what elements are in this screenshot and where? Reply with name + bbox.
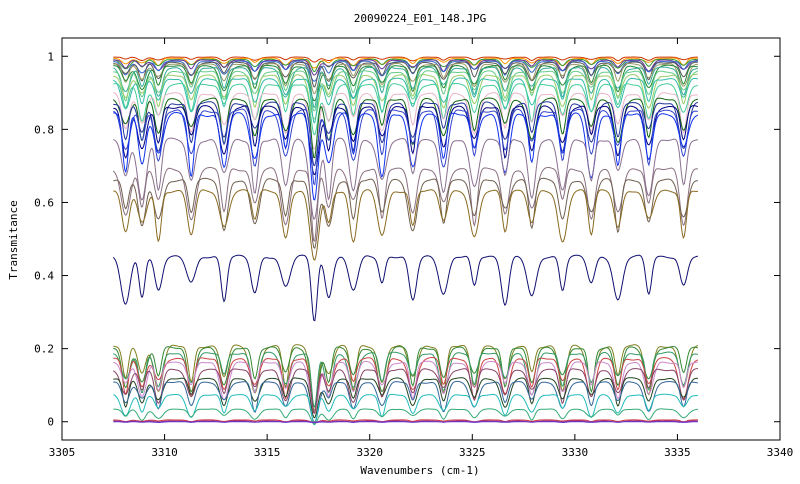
x-axis-ticks: 3305 3310 3315 3320 3325 3330 3335 3340 (49, 38, 794, 459)
spectrum-series-line (113, 137, 698, 220)
spectrum-series-line (113, 177, 698, 249)
y-tick-label: 0 (47, 416, 54, 429)
x-tick-label: 3335 (664, 446, 691, 459)
spectrum-series-line (113, 360, 698, 412)
spectrum-series-line (113, 58, 698, 73)
y-tick-label: 1 (47, 50, 54, 63)
y-tick-label: 0.6 (34, 196, 54, 209)
spectrum-series-line (113, 57, 698, 69)
spectrum-series-line (113, 92, 698, 150)
spectrum-series-line (113, 56, 698, 63)
spectrum-series-line (113, 108, 698, 186)
x-tick-label: 3315 (254, 446, 281, 459)
x-tick-label: 3340 (767, 446, 794, 459)
spectrum-series-line (113, 408, 698, 425)
x-tick-label: 3320 (356, 446, 383, 459)
y-tick-label: 0.8 (34, 123, 54, 136)
spectrum-series-line (113, 351, 698, 408)
spectrum-series-line (113, 393, 698, 426)
spectrum-series-line (113, 70, 699, 112)
spectrum-series-line (113, 189, 698, 261)
y-axis-ticks: 0 0.2 0.4 0.6 0.8 1 (34, 50, 780, 429)
spectrum-series-line (113, 73, 698, 120)
spectrum-series-line (113, 60, 698, 82)
x-tick-label: 3325 (459, 446, 486, 459)
plot-series-group (112, 56, 699, 426)
spectrum-series-line (113, 112, 699, 201)
spectrum-series-line (113, 61, 698, 88)
spectrum-series-line (113, 101, 699, 167)
spectrum-series-line (113, 105, 699, 176)
spectrum-series-line (113, 77, 698, 124)
spectrum-series-line (112, 167, 698, 242)
spectrum-series-line (113, 421, 698, 424)
y-axis-label: Transmitance (7, 200, 20, 279)
spectrum-series-line (113, 345, 699, 408)
x-tick-label: 3305 (49, 446, 76, 459)
spectrum-series-line (113, 380, 698, 423)
spectrum-series-line (113, 420, 698, 424)
plot-frame (61, 37, 781, 441)
y-tick-label: 0.2 (34, 343, 54, 356)
spectrum-series-line (113, 59, 698, 76)
x-tick-label: 3310 (151, 446, 178, 459)
spectrum-series-line (113, 82, 698, 136)
y-tick-label: 0.4 (34, 270, 54, 283)
spectrum-series-line (113, 344, 699, 411)
spectrum-series-line (113, 377, 698, 419)
spectrum-series-line (113, 368, 698, 414)
spectrum-series-line (113, 64, 698, 102)
x-tick-label: 3330 (562, 446, 589, 459)
spectrum-series-line (113, 66, 698, 108)
spectrum-series-line (113, 419, 698, 423)
spectrum-series-line (112, 97, 699, 159)
x-axis-label: Wavenumbers (cm-1) (360, 464, 479, 477)
spectrum-series-line (113, 63, 698, 95)
spectrum-series-line (112, 254, 699, 322)
chart-title: 20090224_E01_148.JPG (354, 12, 486, 25)
